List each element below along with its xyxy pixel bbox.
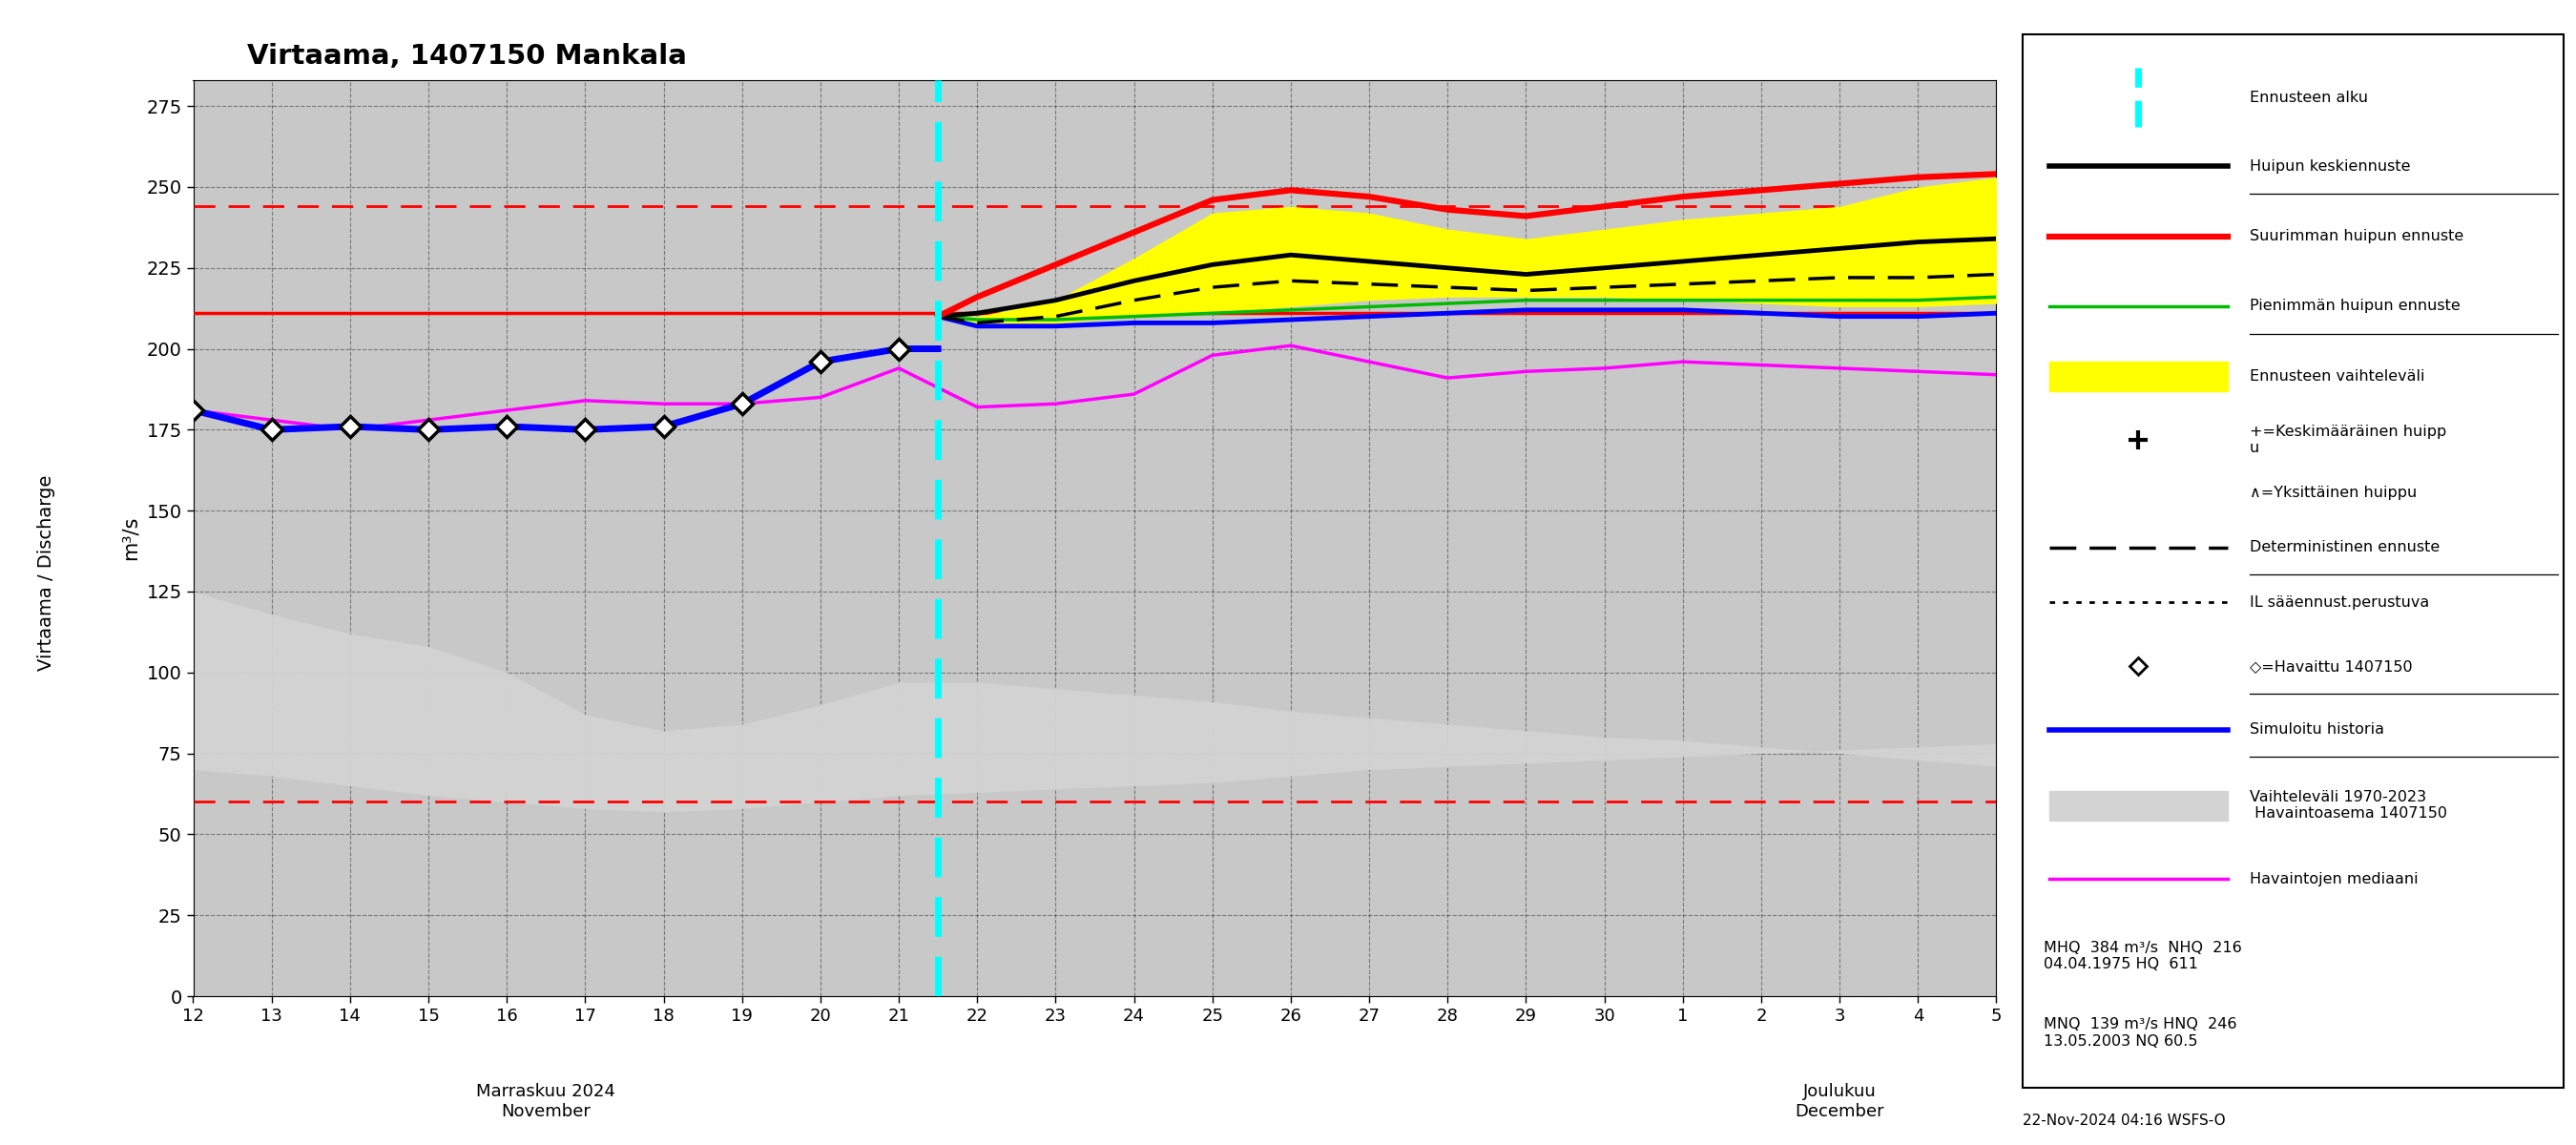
Text: Ennusteen alku: Ennusteen alku xyxy=(2249,90,2367,104)
Bar xyxy=(2048,362,2228,392)
Text: ∧=Yksittäinen huippu: ∧=Yksittäinen huippu xyxy=(2249,485,2416,499)
Text: Suurimman huipun ennuste: Suurimman huipun ennuste xyxy=(2249,229,2463,244)
Text: ◇=Havaittu 1407150: ◇=Havaittu 1407150 xyxy=(2249,660,2411,673)
Text: Vaihteleväli 1970-2023
 Havaintoasema 1407150: Vaihteleväli 1970-2023 Havaintoasema 140… xyxy=(2249,790,2447,821)
Text: Marraskuu 2024
November: Marraskuu 2024 November xyxy=(477,1083,616,1120)
Text: MHQ  384 m³/s  NHQ  216
04.04.1975 HQ  611: MHQ 384 m³/s NHQ 216 04.04.1975 HQ 611 xyxy=(2043,941,2241,971)
Text: Joulukuu
December: Joulukuu December xyxy=(1795,1083,1883,1120)
Text: Virtaama, 1407150 Mankala: Virtaama, 1407150 Mankala xyxy=(247,44,688,70)
FancyBboxPatch shape xyxy=(2022,34,2563,1088)
Text: Pienimmän huipun ennuste: Pienimmän huipun ennuste xyxy=(2249,299,2460,314)
Text: Deterministinen ennuste: Deterministinen ennuste xyxy=(2249,540,2439,554)
Y-axis label: m³/s: m³/s xyxy=(121,516,139,560)
Text: Ennusteen vaihteleväli: Ennusteen vaihteleväli xyxy=(2249,370,2424,384)
Text: IL sääennust.perustuva: IL sääennust.perustuva xyxy=(2249,595,2429,609)
Text: MNQ  139 m³/s HNQ  246
13.05.2003 NQ 60.5: MNQ 139 m³/s HNQ 246 13.05.2003 NQ 60.5 xyxy=(2043,1018,2236,1049)
Text: Simuloitu historia: Simuloitu historia xyxy=(2249,722,2383,736)
Text: Havaintojen mediaani: Havaintojen mediaani xyxy=(2249,872,2419,886)
Text: +=Keskimääräinen huipp
u: +=Keskimääräinen huipp u xyxy=(2249,425,2447,456)
Text: Huipun keskiennuste: Huipun keskiennuste xyxy=(2249,159,2411,173)
Bar xyxy=(2048,791,2228,820)
Text: Virtaama / Discharge: Virtaama / Discharge xyxy=(36,474,57,671)
Text: 22-Nov-2024 04:16 WSFS-O: 22-Nov-2024 04:16 WSFS-O xyxy=(2022,1113,2226,1128)
